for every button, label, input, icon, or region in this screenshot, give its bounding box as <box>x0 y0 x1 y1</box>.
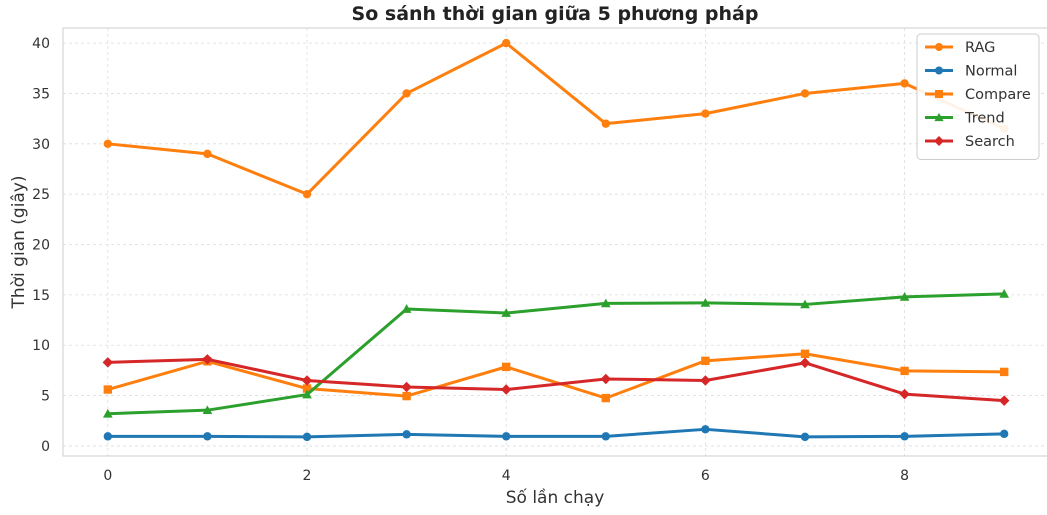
y-tick-label: 35 <box>32 86 50 102</box>
data-point-search <box>202 354 213 365</box>
legend-item-search: Search <box>925 134 1015 150</box>
x-tick-label: 4 <box>502 468 511 484</box>
series-line-trend <box>107 292 1005 416</box>
legend-marker-search <box>934 136 944 146</box>
legend-item-rag: RAG <box>925 40 995 56</box>
data-point-normal <box>701 425 710 434</box>
y-tick-label: 30 <box>32 137 50 153</box>
data-point-normal <box>203 432 212 441</box>
data-point-compare <box>701 356 710 366</box>
x-axis-title: Số lần chạy <box>506 487 605 508</box>
data-point-compare <box>800 349 810 358</box>
legend-item-compare: Compare <box>925 87 1031 103</box>
grid <box>63 28 1047 456</box>
data-point-search <box>700 375 711 386</box>
data-point-trend <box>700 298 711 307</box>
series-line-search <box>107 357 1005 403</box>
data-point-trend <box>102 408 113 418</box>
plot-frame <box>62 27 1047 457</box>
data-point-normal <box>103 432 113 441</box>
legend-marker-normal <box>935 66 943 75</box>
data-point-rag <box>502 38 511 48</box>
data-point-compare <box>302 384 312 393</box>
data-point-trend <box>501 308 512 317</box>
data-point-normal <box>900 432 909 441</box>
data-point-search <box>301 375 313 386</box>
y-tick-label: 0 <box>41 439 50 455</box>
data-point-normal <box>302 432 312 442</box>
data-point-search <box>401 381 412 393</box>
series-lines <box>102 38 1010 442</box>
y-tick-label: 10 <box>32 338 50 354</box>
data-point-trend <box>401 304 412 313</box>
legend-item-trend: Trend <box>925 111 1005 127</box>
x-tick-label: 6 <box>701 468 710 484</box>
data-point-rag <box>302 189 312 199</box>
legend-label-normal: Normal <box>965 64 1017 80</box>
data-point-normal <box>402 430 411 439</box>
data-point-rag <box>103 139 113 149</box>
data-point-rag <box>601 119 610 128</box>
y-tick-label: 20 <box>32 238 50 254</box>
data-point-normal <box>800 432 810 442</box>
legend-marker-rag <box>935 43 943 51</box>
data-point-rag <box>402 89 411 98</box>
data-point-rag <box>701 109 710 118</box>
data-point-search <box>799 357 811 369</box>
data-point-trend <box>202 405 213 415</box>
chart-title: So sánh thời gian giữa 5 phương pháp <box>352 3 759 25</box>
series-line-normal <box>107 427 1005 439</box>
legend: RAG Normal Compare Trend Search <box>916 33 1040 160</box>
data-point-normal <box>999 429 1009 439</box>
data-point-compare <box>103 385 113 394</box>
series-search <box>102 354 1010 406</box>
y-axis-title: Thời gian (giây) <box>9 175 29 309</box>
x-tick-label: 2 <box>303 468 312 484</box>
legend-label-trend: Trend <box>964 111 1005 127</box>
series-compare <box>103 349 1009 403</box>
data-point-compare <box>999 367 1009 377</box>
data-point-trend <box>800 299 810 309</box>
data-point-compare <box>402 391 411 401</box>
legend-label-rag: RAG <box>965 40 995 56</box>
data-point-trend <box>302 389 312 399</box>
y-tick-label: 25 <box>32 187 50 203</box>
data-point-compare <box>601 393 610 403</box>
legend-box <box>916 33 1040 160</box>
x-tick-label: 8 <box>900 468 909 484</box>
data-point-trend <box>999 289 1010 298</box>
axis-ticks: 0 5 10 15 20 25 30 35 40 0 2 4 6 8 <box>32 36 909 484</box>
data-point-rag <box>900 79 909 88</box>
series-line-compare <box>107 352 1005 400</box>
x-tick-label: 0 <box>103 468 112 484</box>
legend-label-compare: Compare <box>965 87 1031 103</box>
legend-label-search: Search <box>965 134 1015 150</box>
legend-item-normal: Normal <box>925 64 1017 80</box>
y-tick-label: 15 <box>32 288 50 304</box>
data-point-search <box>500 384 512 395</box>
series-trend <box>102 289 1010 418</box>
series-rag <box>103 38 1009 199</box>
data-point-search <box>102 357 114 368</box>
data-point-trend <box>600 298 611 308</box>
data-point-compare <box>502 362 511 372</box>
legend-marker-compare <box>935 90 943 98</box>
data-point-search <box>600 373 612 385</box>
y-tick-label: 5 <box>41 389 50 405</box>
y-tick-label: 40 <box>32 36 50 52</box>
data-point-search <box>899 388 910 400</box>
data-point-search <box>998 395 1010 406</box>
data-point-normal <box>502 432 511 441</box>
series-normal <box>103 425 1009 442</box>
data-point-trend <box>899 292 910 301</box>
series-line-rag <box>107 41 1005 196</box>
data-point-rag <box>203 149 212 159</box>
data-point-compare <box>900 366 909 376</box>
data-point-rag <box>800 89 810 98</box>
data-point-normal <box>601 432 610 441</box>
legend-marker-trend <box>934 112 944 122</box>
